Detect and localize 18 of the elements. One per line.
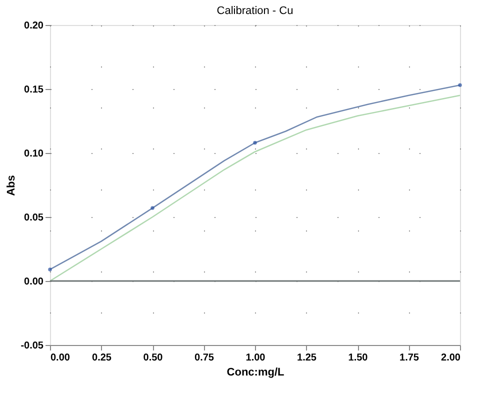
x-tick-label: 0.50 (143, 352, 164, 364)
x-tick-label: 1.00 (246, 352, 266, 364)
chart-title: Calibration - Cu (216, 5, 294, 17)
x-tick-label: 1.50 (348, 352, 368, 364)
x-tick-label: 1.75 (400, 352, 420, 364)
y-tick-label: -0.05 (20, 340, 44, 352)
x-tick-label: 2.00 (441, 352, 461, 364)
y-tick-label: 0.10 (24, 148, 44, 160)
x-tick-label: 0.75 (194, 352, 214, 364)
x-axis-title: Conc:mg/L (226, 366, 284, 378)
y-tick-label: 0.20 (24, 20, 44, 32)
x-tick-label: 1.25 (297, 352, 317, 364)
x-tick-label: 0.25 (92, 352, 112, 364)
y-tick-label: 0.05 (24, 212, 44, 224)
x-tick-label: 0.00 (50, 352, 70, 364)
y-tick-label: 0.00 (24, 276, 44, 288)
y-tick-label: 0.15 (24, 84, 44, 96)
y-axis-title: Abs (6, 175, 18, 196)
